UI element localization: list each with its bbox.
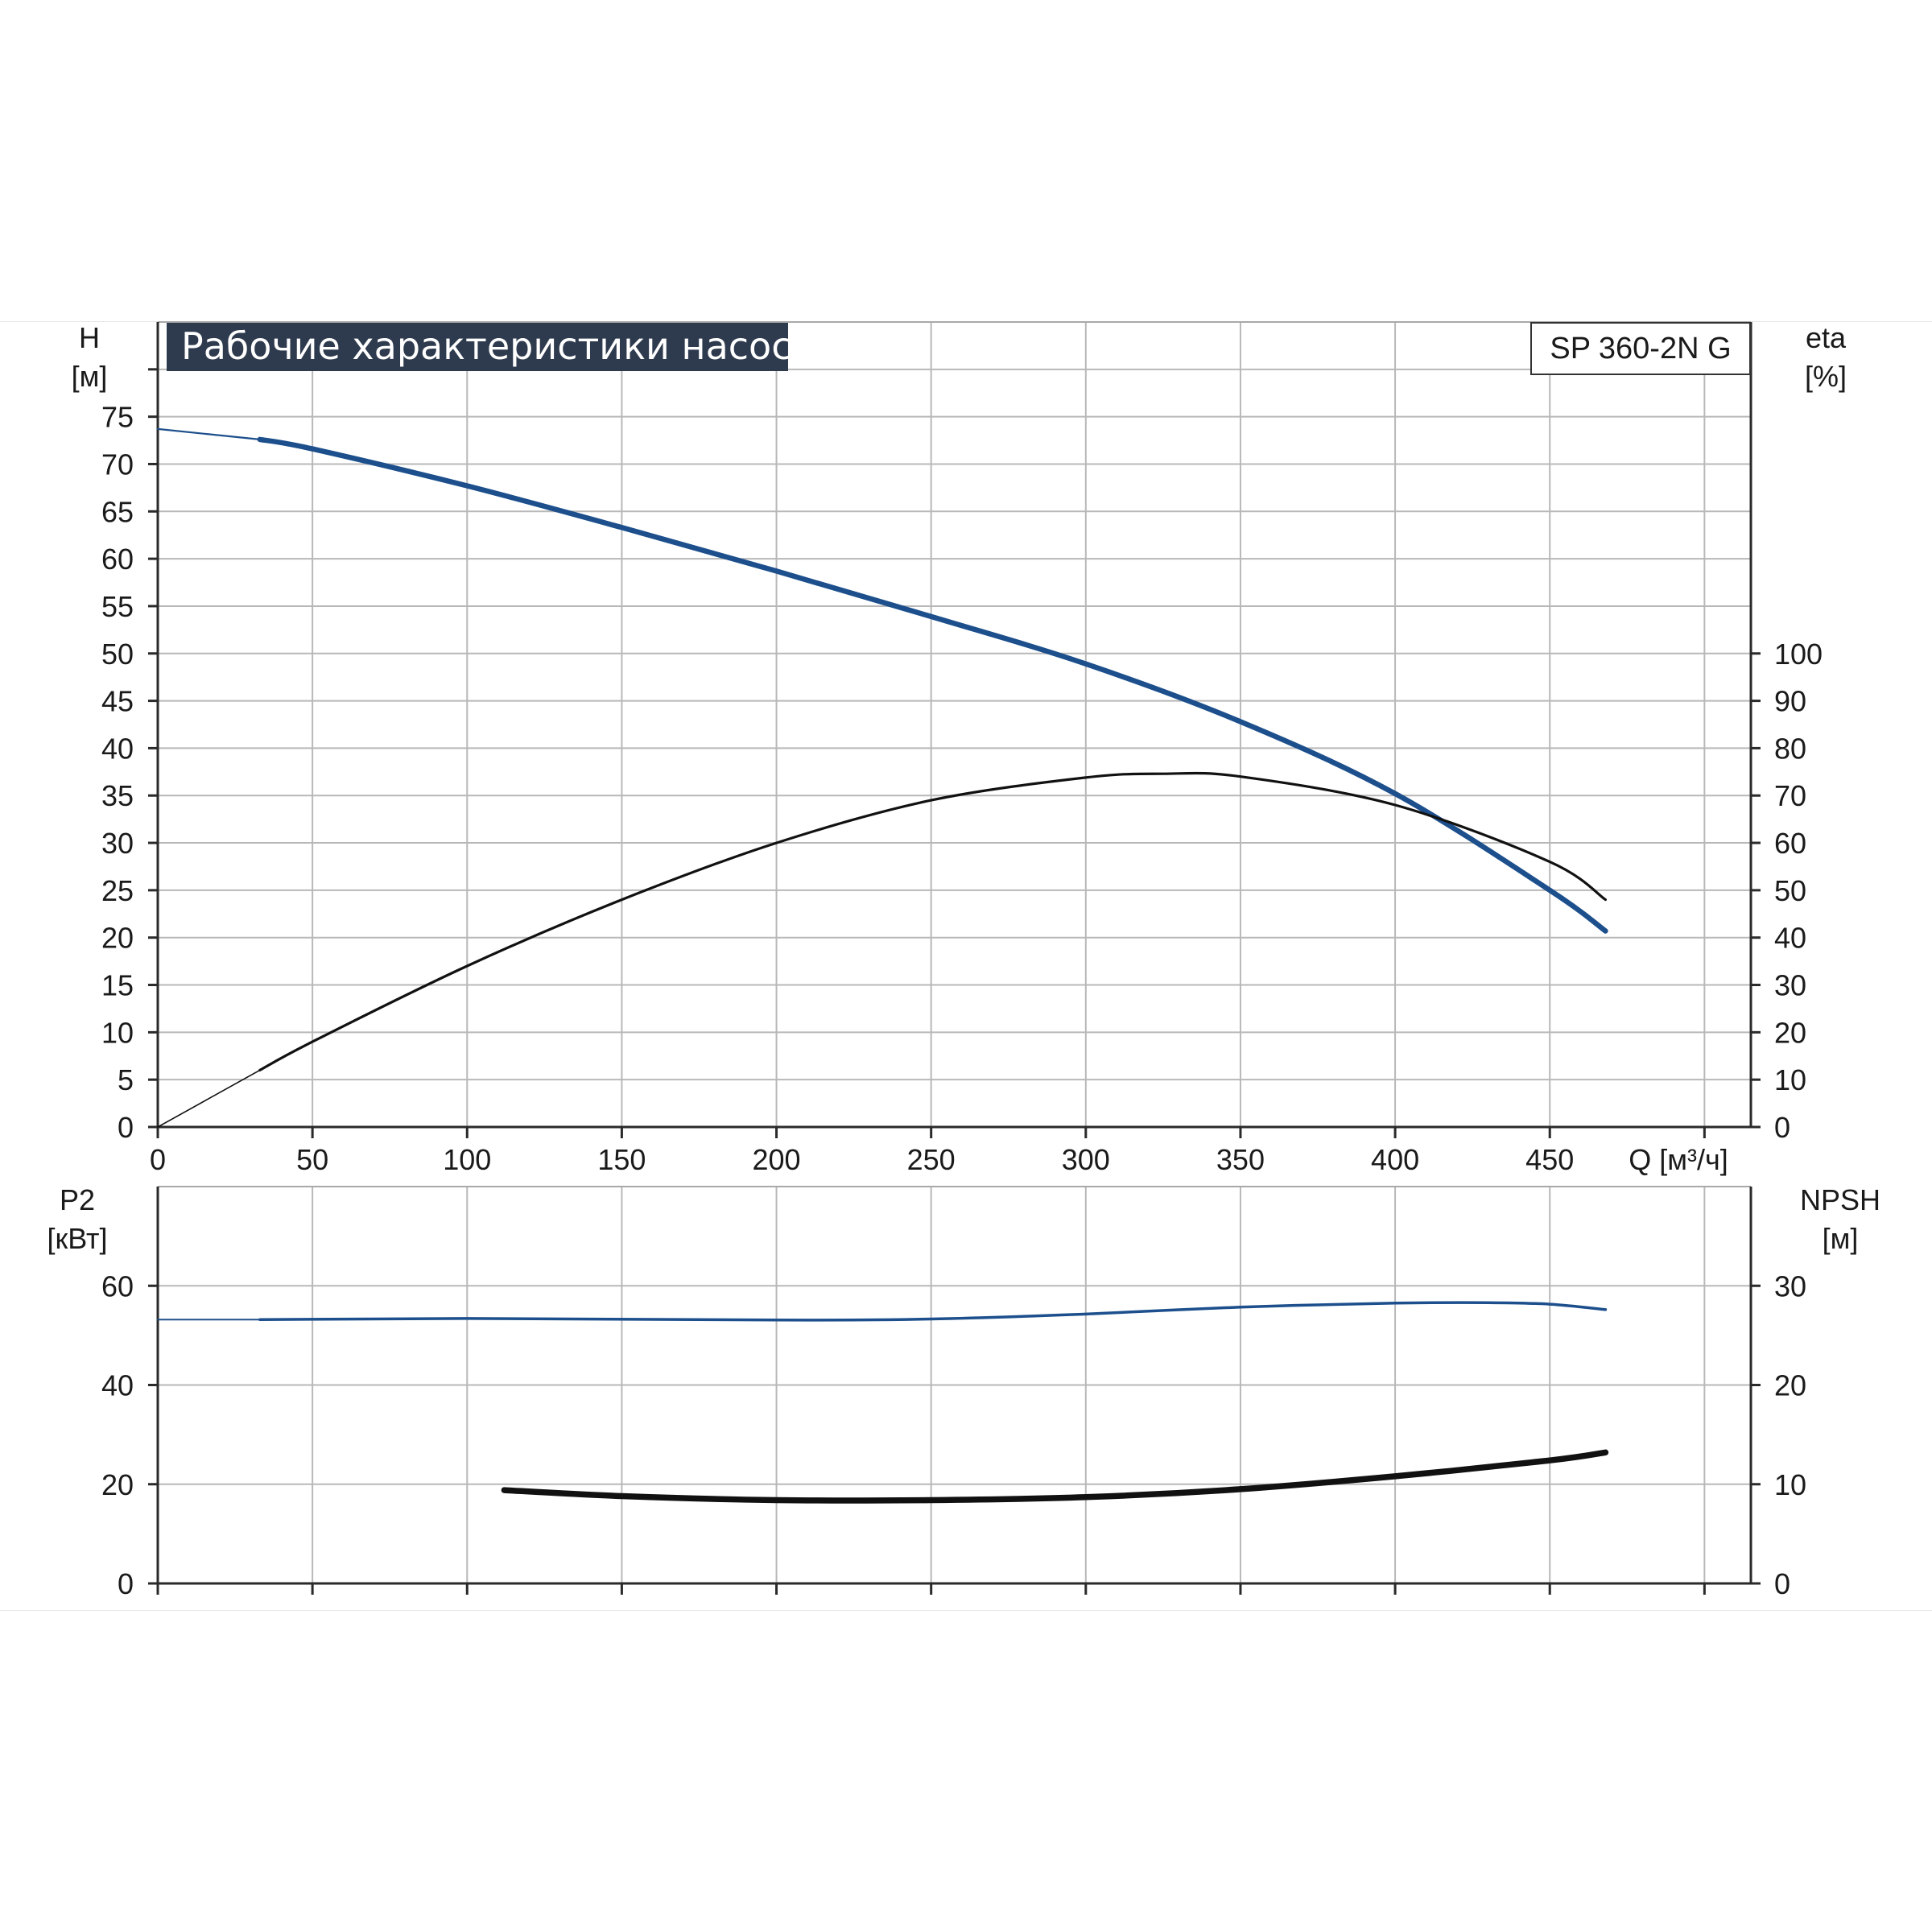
left-axis-tick-label: 60 [101,1269,134,1302]
p2-axis-unit: [кВт] [47,1222,107,1255]
npsh-axis-title: NPSH [1800,1183,1880,1216]
npsh-axis-unit: [м] [1823,1222,1859,1255]
right-axis-tick-label: 0 [1774,1567,1790,1600]
left-axis-tick-label: 30 [101,827,134,860]
right-axis-tick-label: 80 [1774,732,1806,765]
p2-axis-title: P2 [60,1183,95,1216]
efficiency-curve-extrapolated [157,1069,261,1128]
left-axis-tick-label: 45 [101,685,134,718]
head-efficiency-chart: 0 5 10 15 20 25 30 35 40 45 50 55 60 65 70 75 0 10 20 30 40 5… [101,321,1823,1176]
right-axis-tick-label: 10 [1774,1468,1806,1501]
left-axis-tick-label: 40 [101,732,134,765]
right-axis-tick-label: 20 [1774,1016,1806,1049]
x-axis-tick-label: 200 [753,1143,801,1176]
x-axis-tick-label: 300 [1062,1143,1110,1176]
npsh-curve [501,1449,1609,1504]
right-axis-tick-label: 0 [1774,1111,1790,1144]
left-axis-tick-label: 35 [101,779,134,812]
left-axis-tick-label: 60 [101,543,134,576]
left-axis-tick-label: 5 [118,1063,134,1096]
left-axis-tick-label: 70 [101,448,134,481]
left-axis-tick-label: 0 [118,1111,134,1144]
eta-axis-unit: [%] [1805,360,1847,393]
x-axis-tick-label: 250 [907,1143,956,1176]
power-curve [258,1301,1608,1322]
left-axis-tick-label: 50 [101,638,134,671]
bottom-separator-line [0,1610,1932,1611]
left-axis-tick-label: 75 [101,401,134,434]
head-curve-extrapolated [156,427,261,440]
right-axis-tick-label: 40 [1774,922,1806,955]
left-axis-tick-label: 25 [101,874,134,907]
x-axis-tick-label: 50 [296,1143,328,1176]
x-axis-tick-label: 350 [1216,1143,1265,1176]
left-axis-tick-label: 20 [101,1468,134,1501]
left-axis-tick-label: 55 [101,590,134,623]
h-axis-title: H [79,321,100,354]
left-axis-tick-label: 10 [101,1016,134,1049]
right-axis-tick-label: 90 [1774,685,1806,718]
x-axis-tick-label: 0 [150,1143,166,1176]
h-axis-unit: [м] [72,360,108,393]
x-axis-tick-label: 450 [1525,1143,1574,1176]
x-axis-tick-label: 100 [443,1143,491,1176]
left-axis-tick-label: 40 [101,1369,134,1402]
efficiency-curve [258,771,1607,1071]
right-axis-tick-label: 30 [1774,969,1806,1002]
x-axis-tick-label: 400 [1371,1143,1419,1176]
right-axis-tick-label: 30 [1774,1269,1806,1302]
model-label-box [1530,322,1751,375]
x-axis-tick-label: 150 [597,1143,646,1176]
left-axis-tick-label: 0 [118,1567,134,1600]
left-axis-tick-label: 65 [101,495,134,528]
chart-title-box [167,323,788,371]
right-axis-tick-label: 60 [1774,827,1806,860]
right-axis-tick-label: 70 [1774,779,1806,812]
right-axis-tick-label: 20 [1774,1369,1806,1402]
power-npsh-chart: 0 20 40 60 0 10 20 30 [101,1186,1806,1600]
q-axis-title: Q [м³/ч] [1629,1143,1728,1176]
model-label: SP 360-2N G [1550,332,1731,365]
right-axis-tick-label: 10 [1774,1063,1806,1096]
left-axis-tick-label: 15 [101,969,134,1002]
left-axis-tick-label: 20 [101,922,134,955]
eta-axis-title: eta [1806,321,1847,354]
right-axis-tick-label: 50 [1774,874,1806,907]
chart-title: Рабочие характеристики насоса [181,324,815,368]
head-curve [257,436,1608,934]
right-axis-tick-label: 100 [1774,638,1823,671]
